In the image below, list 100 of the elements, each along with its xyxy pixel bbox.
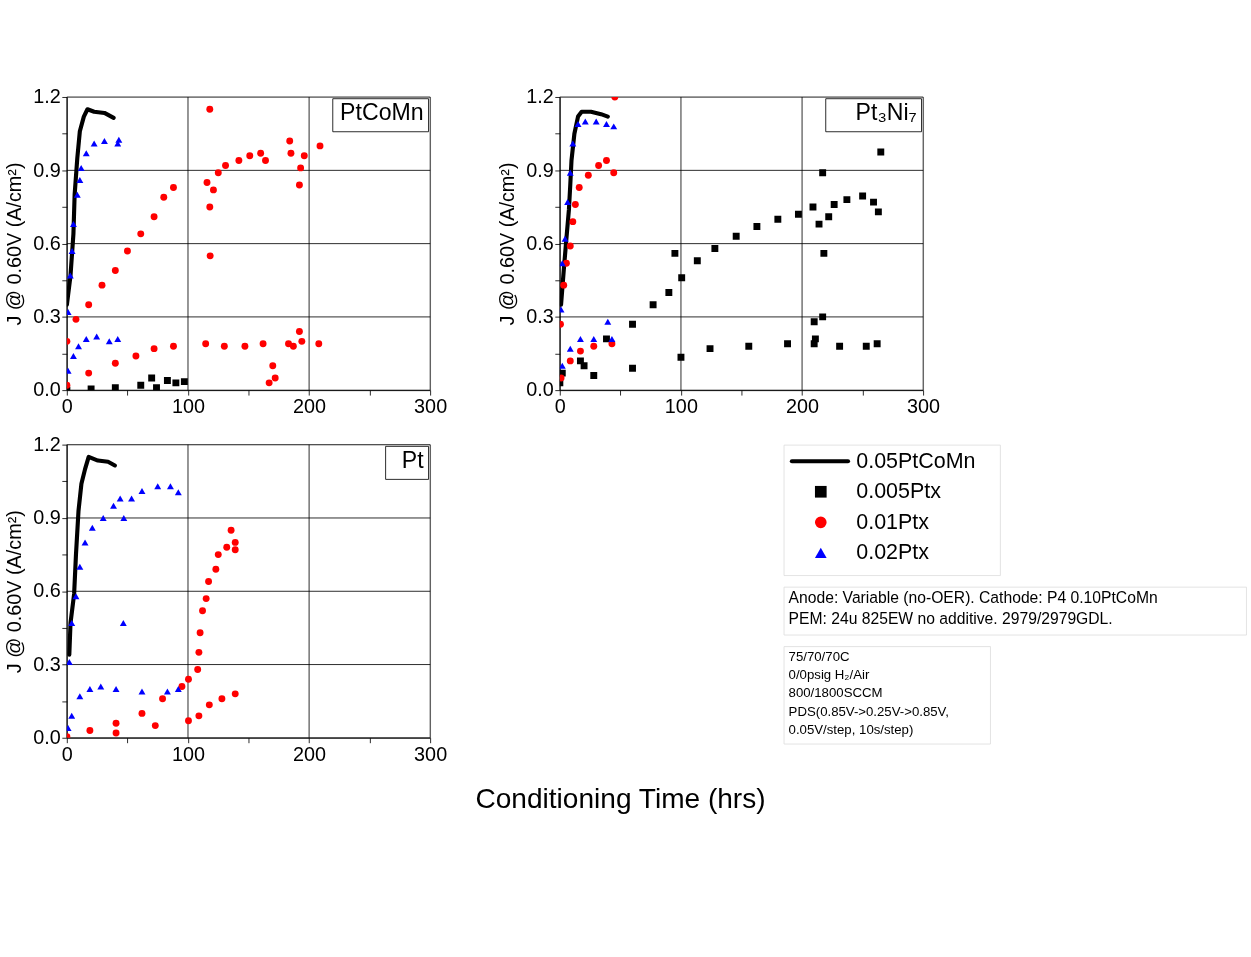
point [610, 169, 618, 177]
point [608, 335, 616, 342]
point [231, 690, 239, 698]
point [69, 221, 77, 228]
point [178, 683, 186, 690]
point [75, 343, 82, 350]
point [206, 252, 214, 260]
legend-label: 0.02Ptx [856, 540, 930, 565]
point [300, 152, 308, 160]
point [174, 685, 182, 692]
x-tick-label: 100 [664, 394, 698, 417]
y-axis-title: J @ 0.60V (A/cm²) [495, 162, 518, 326]
point [732, 232, 740, 240]
point [603, 335, 610, 343]
legend-label: 0.05PtCoMn [856, 448, 976, 473]
point [196, 629, 204, 637]
point [223, 543, 231, 551]
x-tick-label: 0 [554, 394, 566, 417]
point [170, 342, 177, 350]
point [205, 701, 213, 709]
y-tick-label: 0.3 [33, 305, 61, 328]
point [862, 342, 870, 350]
legend-label: 0.01Ptx [856, 509, 930, 534]
x-tick-label: 100 [171, 394, 205, 417]
point [99, 514, 107, 521]
point [604, 318, 612, 325]
point [214, 169, 222, 177]
x-axis-title: Conditioning Time (hrs) [475, 782, 766, 814]
y-tick-label: 0.6 [33, 579, 61, 602]
point [85, 369, 93, 377]
point [576, 347, 584, 355]
point [590, 342, 598, 350]
point [665, 289, 673, 296]
point [566, 169, 574, 176]
point [287, 149, 295, 157]
point [209, 186, 217, 194]
point [257, 149, 265, 157]
y-tick-label: 0.9 [33, 506, 61, 529]
point [629, 364, 636, 372]
x-tick-label: 300 [414, 742, 448, 765]
point [205, 578, 213, 585]
point [151, 722, 159, 730]
point [874, 208, 882, 216]
point [163, 376, 171, 384]
point [820, 249, 828, 257]
point [66, 367, 72, 374]
point [206, 105, 214, 113]
x-tick-label: 200 [293, 394, 327, 417]
point [172, 379, 180, 387]
point [560, 281, 568, 289]
point [576, 335, 584, 342]
point [153, 384, 160, 391]
point [286, 137, 294, 145]
point [88, 524, 96, 531]
point [72, 593, 80, 600]
legend-label: 0.005Ptx [856, 479, 942, 504]
point [185, 675, 192, 683]
point [819, 169, 827, 177]
point [98, 281, 106, 289]
point [222, 162, 229, 169]
point [150, 213, 158, 221]
point [566, 242, 574, 250]
point [571, 201, 579, 208]
point [174, 489, 182, 496]
point [574, 120, 582, 127]
point [114, 335, 122, 342]
x-tick-label: 0 [61, 394, 73, 417]
point [559, 362, 566, 369]
point [825, 213, 833, 221]
point [678, 274, 686, 282]
point [603, 157, 610, 165]
point [295, 181, 303, 189]
point [566, 345, 574, 352]
point [819, 313, 827, 321]
point [111, 359, 119, 367]
point [137, 230, 145, 238]
point [794, 210, 802, 218]
point [745, 342, 753, 350]
point [199, 607, 206, 615]
point [72, 315, 80, 323]
point [830, 201, 838, 208]
point [561, 235, 569, 242]
point [203, 179, 211, 187]
point [76, 693, 84, 700]
y-axis-title: J @ 0.60V (A/cm²) [2, 510, 25, 674]
point [111, 267, 119, 274]
point [66, 725, 72, 732]
point [76, 563, 84, 570]
point [873, 340, 881, 348]
point [159, 695, 167, 703]
chart-title: Pt [401, 446, 425, 473]
point [564, 199, 572, 206]
point [194, 665, 202, 673]
point [68, 247, 76, 254]
point [77, 164, 85, 171]
point [202, 595, 210, 603]
point [629, 320, 636, 328]
point [559, 374, 565, 382]
point [784, 340, 791, 348]
point [69, 353, 77, 359]
